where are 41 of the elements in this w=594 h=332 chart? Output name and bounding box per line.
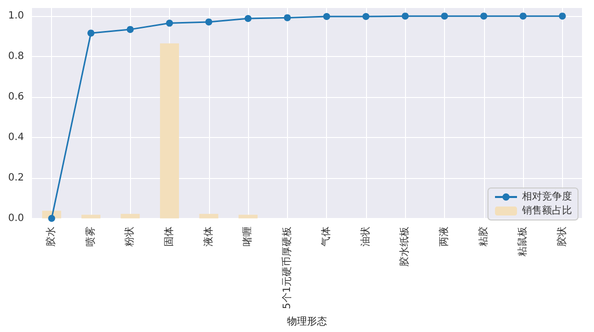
- point: [126, 26, 134, 33]
- bar: [81, 214, 100, 218]
- point: [402, 12, 409, 20]
- y-tick-label: 0.0: [8, 212, 24, 224]
- bar: [199, 214, 218, 218]
- x-tick-label: 粉状: [124, 226, 136, 246]
- x-tick-label: 粘鼠板: [516, 226, 529, 256]
- legend-label: 相对竞争度: [522, 190, 572, 202]
- bar: [160, 43, 179, 218]
- x-axis-title: 物理形态: [287, 316, 327, 328]
- x-tick-label: 啫喱: [242, 226, 254, 246]
- x-tick-label: 胶水纸板: [398, 226, 411, 266]
- point: [244, 15, 252, 22]
- x-tick-label: 油状: [359, 226, 372, 246]
- x-tick-label: 胶状: [556, 226, 568, 246]
- x-tick-label: 胶水: [45, 226, 58, 246]
- point: [87, 30, 94, 37]
- point: [323, 13, 330, 20]
- bar: [120, 214, 140, 218]
- y-tick-label: 0.6: [8, 92, 24, 103]
- x-tick-label: 固体: [163, 226, 175, 246]
- x-tick-label: 粘胶: [477, 226, 490, 246]
- y-tick-label: 0.2: [8, 172, 24, 184]
- x-tick-label: 液体: [202, 226, 214, 246]
- point: [205, 18, 212, 26]
- point: [558, 12, 566, 20]
- y-tick-label: 0.4: [8, 132, 24, 143]
- x-tick-label: 气体: [320, 226, 332, 246]
- point: [441, 12, 448, 20]
- x-tick-label: 5个1元硬币厚硬板: [280, 226, 293, 310]
- y-tick-label: 0.8: [8, 51, 24, 62]
- x-tick-label: 喷雾: [84, 226, 96, 246]
- legend-label: 销售额占比: [521, 204, 572, 216]
- point: [362, 13, 370, 20]
- bar: [238, 214, 258, 218]
- x-tick-label: 两液: [438, 226, 450, 246]
- y-tick-label: 1.0: [8, 10, 24, 22]
- point: [166, 20, 173, 27]
- point: [284, 14, 291, 22]
- point: [520, 12, 527, 20]
- point: [480, 12, 488, 20]
